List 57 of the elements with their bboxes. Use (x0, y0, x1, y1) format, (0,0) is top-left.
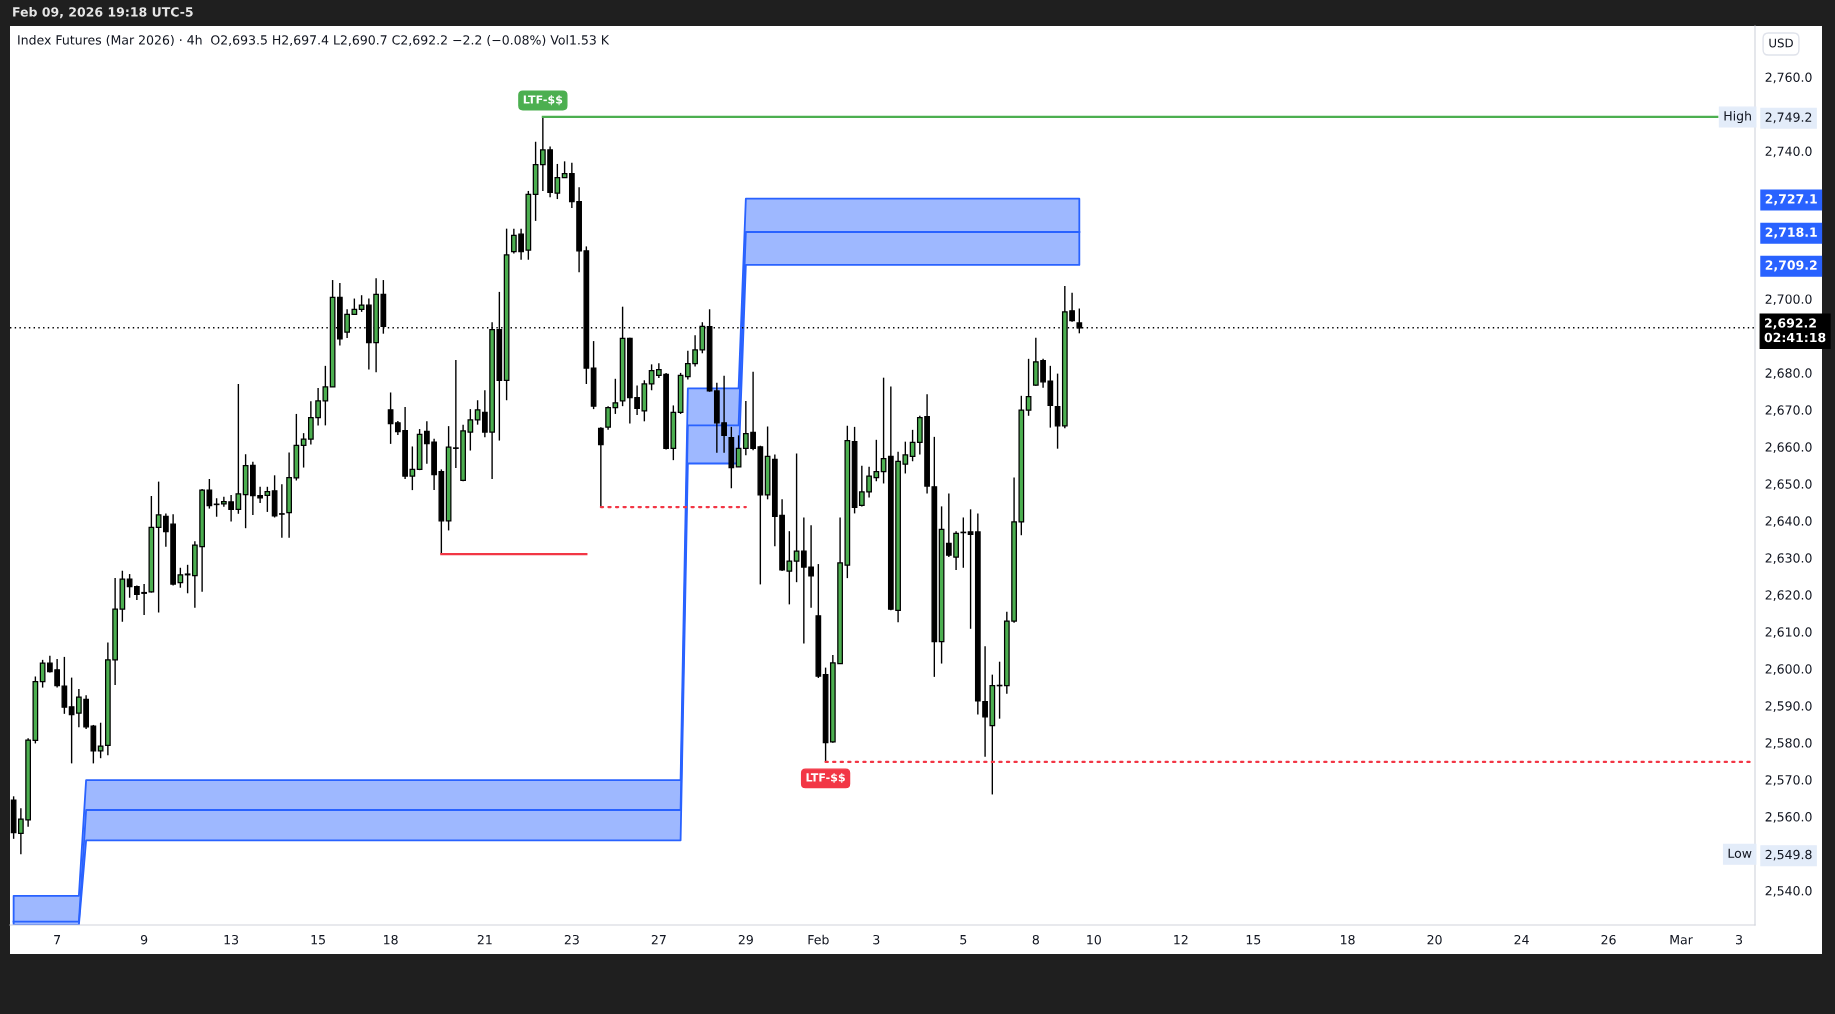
y-tick-label: 2,549.8 (1765, 849, 1812, 861)
y-tick-label: 2,610.0 (1765, 627, 1812, 638)
y-tick-label: 2,660.0 (1765, 442, 1812, 454)
x-tick-label: 12 (1174, 934, 1188, 945)
y-tick-label: 2,760.0 (1765, 72, 1812, 84)
annotation: Low (1728, 848, 1752, 858)
x-tick-label: 23 (564, 934, 579, 945)
x-tick-label: 15 (311, 935, 325, 945)
x-tick-label: 18 (1340, 934, 1355, 945)
x-tick-label: 3 (1736, 934, 1743, 945)
x-tick-label: 5 (960, 935, 967, 945)
series-label: LTF-$$ (523, 95, 563, 106)
x-tick-label: 27 (651, 934, 666, 945)
y-tick-label: 2,540.0 (1765, 886, 1812, 897)
annotation: High (1724, 110, 1751, 124)
text: Feb 09, 2026 19:18 UTC-5 (13, 6, 193, 19)
candlestick (597, 426, 604, 508)
y-tick-label: 2,718.1 (1765, 227, 1817, 239)
x-tick-label: 9 (140, 934, 148, 945)
x-tick-label: 26 (1601, 934, 1616, 945)
x-tick-label: Feb (808, 934, 829, 945)
x-tick-label: 13 (224, 934, 239, 945)
ref-line-label: 2,692.2 02:41:18 (1764, 318, 1826, 343)
y-tick-label: 2,700.0 (1765, 294, 1812, 306)
x-tick-label: 29 (738, 934, 753, 945)
x-tick-label: 8 (1032, 934, 1039, 945)
x-tick-label: 15 (1246, 935, 1261, 945)
y-tick-label: 2,749.2 (1765, 112, 1812, 124)
x-tick-label: 18 (384, 934, 398, 945)
series-label: LTF-$$ (806, 773, 845, 784)
y-tick-label: 2,600.0 (1765, 664, 1812, 675)
x-tick-label: Mar (1670, 935, 1693, 945)
x-tick-label: 24 (1514, 934, 1529, 945)
candlestick (967, 508, 974, 630)
x-tick-label: 7 (54, 935, 61, 945)
candlestick (793, 452, 800, 583)
y-tick-label: 2,620.0 (1765, 590, 1812, 601)
x-tick-label: 21 (477, 934, 492, 945)
x-tick-label: 10 (1087, 934, 1101, 945)
text: Index Futures (Mar 2026) · 4h (18, 34, 202, 47)
y-tick-label: 2,727.1 (1765, 194, 1817, 206)
y-tick-label: 2,740.0 (1765, 146, 1812, 158)
y-tick-label: 2,680.0 (1765, 368, 1812, 380)
y-tick-label: 2,709.2 (1765, 260, 1817, 272)
y-tick-label: 2,650.0 (1765, 479, 1812, 491)
y-tick-label: 2,590.0 (1765, 701, 1812, 712)
text: O2,693.5 H2,697.4 L2,690.7 C2,692.2 −2.2 (−0.08%) Vol1.53 K (211, 34, 610, 47)
candlestick (648, 363, 655, 391)
y-tick-label: 2,640.0 (1765, 516, 1812, 527)
y-axis-title: USD (1769, 38, 1793, 48)
x-tick-label: 3 (873, 934, 880, 945)
y-tick-label: 2,570.0 (1765, 775, 1812, 786)
y-tick-label: 2,630.0 (1765, 553, 1812, 564)
y-tick-label: 2,580.0 (1765, 738, 1812, 749)
y-tick-label: 2,670.0 (1765, 405, 1812, 417)
y-tick-label: 2,560.0 (1765, 812, 1812, 823)
x-tick-label: 20 (1427, 934, 1442, 945)
